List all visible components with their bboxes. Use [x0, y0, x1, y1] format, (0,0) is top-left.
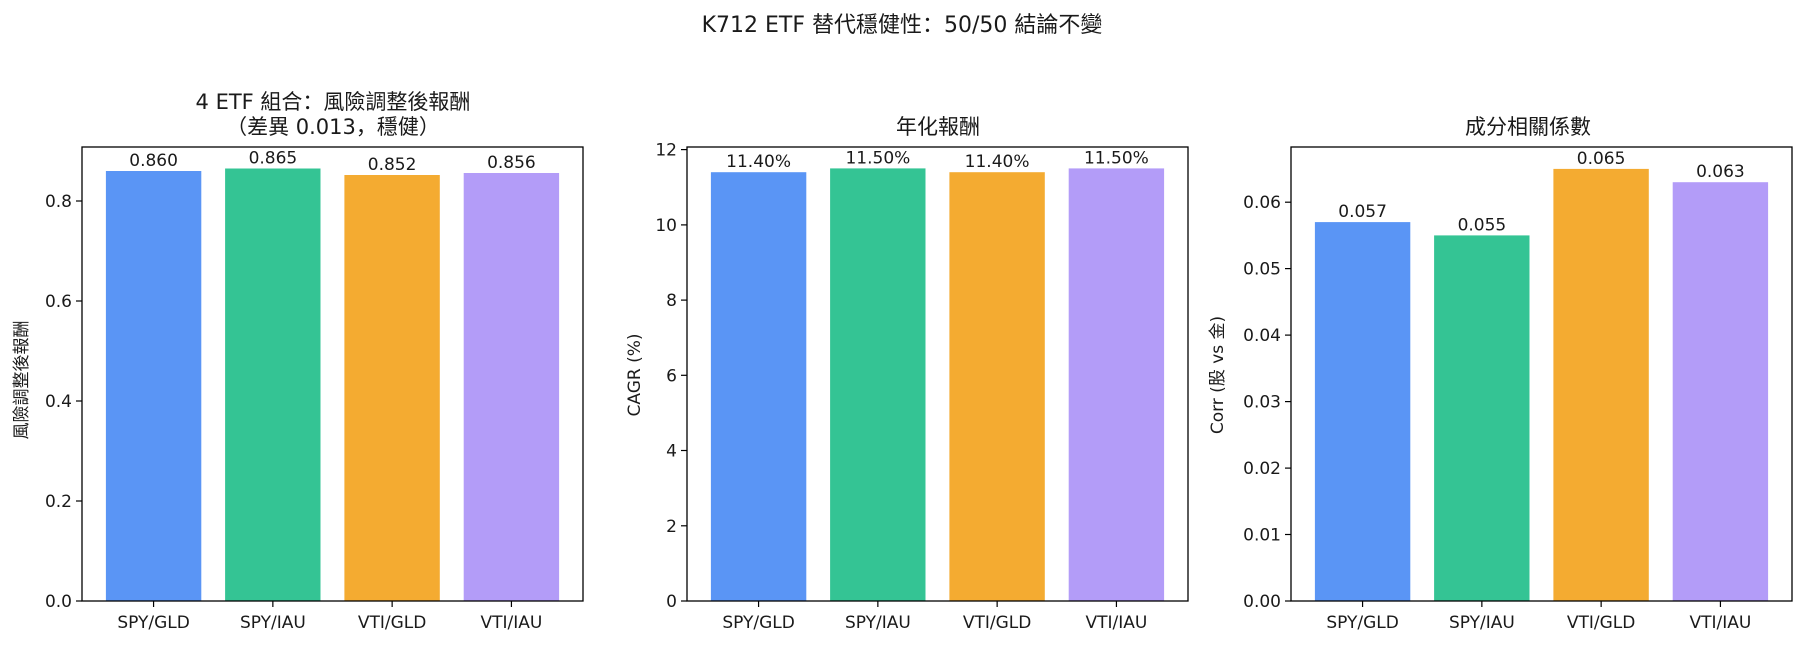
x-tick-label-spy-gld: SPY/GLD [117, 613, 190, 633]
bar-vti-gld [1553, 168, 1649, 601]
y-tick-label: 10 [655, 216, 677, 236]
y-tick-label: 4 [666, 442, 677, 462]
data-label-spy-iau: 11.50% [845, 148, 910, 168]
y-tick-label: 0.4 [45, 392, 72, 412]
bar-spy-gld [1314, 222, 1411, 601]
x-tick-label-spy-gld: SPY/GLD [1326, 613, 1399, 633]
x-tick-label-vti-iau: VTI/IAU [480, 613, 542, 633]
bar-spy-iau [1434, 235, 1530, 601]
y-tick-label: 0.03 [1243, 393, 1281, 413]
data-label-spy-gld: 11.40% [726, 152, 791, 172]
ticks: SPY/GLD SPY/IAU VTI/GLD VTI/IAU 0.00 0.01 0.02… [1243, 193, 1751, 633]
y-tick-label: 0.2 [45, 492, 72, 512]
y-tick-label: 0.8 [45, 192, 72, 212]
y-tick-label: 0.05 [1243, 260, 1281, 280]
figure-title: K712 ETF 替代穩健性：50/50 結論不變 [702, 13, 1103, 38]
x-tick-label-vti-gld: VTI/GLD [963, 613, 1032, 633]
x-tick-label-spy-iau: SPY/IAU [240, 613, 306, 633]
panel-title: 年化報酬 [896, 115, 980, 139]
y-tick-label: 12 [655, 141, 677, 161]
y-tick-label: 0 [666, 592, 677, 612]
y-tick-label: 0.01 [1243, 526, 1281, 546]
panel-title-line-1: 4 ETF 組合：風險調整後報酬 [196, 90, 471, 114]
data-label-vti-gld: 0.852 [368, 155, 417, 175]
panel-title-line-2: （差異 0.013，穩健） [226, 115, 440, 139]
bars: 11.40% 11.50% 11.40% 11.50% [710, 148, 1165, 601]
data-label-spy-iau: 0.865 [249, 149, 298, 169]
bar-spy-gld [105, 171, 202, 601]
x-tick-label-vti-iau: VTI/IAU [1689, 613, 1751, 633]
y-tick-label: 0.02 [1243, 459, 1281, 479]
data-label-vti-iau: 0.856 [487, 153, 536, 173]
data-label-spy-gld: 0.860 [129, 151, 178, 171]
y-tick-label: 0.06 [1243, 193, 1281, 213]
bar-vti-gld [344, 175, 440, 601]
x-tick-label-vti-gld: VTI/GLD [358, 613, 427, 633]
bar-vti-iau [1672, 182, 1769, 601]
y-tick-label: 0.00 [1243, 592, 1281, 612]
data-label-vti-iau: 11.50% [1084, 148, 1149, 168]
y-tick-label: 0.0 [45, 592, 72, 612]
y-tick-label: 8 [666, 291, 677, 311]
panel-cagr: 年化報酬 CAGR (%) 11.40% 11.50% 11.40% 11.50% S… [625, 115, 1189, 633]
data-label-spy-iau: 0.055 [1458, 215, 1507, 235]
data-label-vti-iau: 0.063 [1696, 162, 1745, 182]
plot-frame [81, 146, 584, 602]
y-tick-label: 2 [666, 517, 677, 537]
plot-frame [1290, 146, 1793, 602]
y-axis-label: 風險調整後報酬 [12, 321, 32, 440]
bar-vti-iau [1068, 168, 1165, 601]
panel-correlation: 成分相關係數 Corr (股 vs 金) 0.057 0.055 0.065 0.06… [1208, 115, 1793, 633]
y-tick-label: 6 [666, 366, 677, 386]
x-tick-label-vti-iau: VTI/IAU [1085, 613, 1147, 633]
bar-vti-gld [949, 172, 1045, 601]
panel-risk-adjusted-return: 4 ETF 組合：風險調整後報酬 （差異 0.013，穩健） 風險調整後報酬 0… [12, 90, 584, 633]
bar-vti-iau [463, 173, 560, 601]
bar-spy-iau [225, 168, 321, 601]
ticks: SPY/GLD SPY/IAU VTI/GLD VTI/IAU 0.0 0.2 0.4 0.6… [45, 192, 542, 633]
bar-spy-gld [710, 172, 807, 601]
x-tick-label-spy-iau: SPY/IAU [1449, 613, 1515, 633]
y-axis-label: Corr (股 vs 金) [1208, 316, 1228, 434]
y-tick-label: 0.04 [1243, 326, 1281, 346]
data-label-vti-gld: 11.40% [965, 152, 1030, 172]
plot-frame [686, 146, 1189, 602]
bars: 0.057 0.055 0.065 0.063 [1314, 149, 1769, 601]
ticks: SPY/GLD SPY/IAU VTI/GLD VTI/IAU 0 2 4 6 8 10 12 [655, 141, 1147, 633]
panel-title: 成分相關係數 [1465, 115, 1591, 139]
x-tick-label-spy-iau: SPY/IAU [845, 613, 911, 633]
x-tick-label-vti-gld: VTI/GLD [1567, 613, 1636, 633]
y-axis-label: CAGR (%) [625, 333, 645, 416]
bars: 0.860 0.865 0.852 0.856 [105, 149, 560, 601]
data-label-vti-gld: 0.065 [1577, 149, 1626, 169]
y-tick-label: 0.6 [45, 292, 72, 312]
x-tick-label-spy-gld: SPY/GLD [722, 613, 795, 633]
bar-spy-iau [830, 168, 926, 601]
data-label-spy-gld: 0.057 [1338, 202, 1387, 222]
